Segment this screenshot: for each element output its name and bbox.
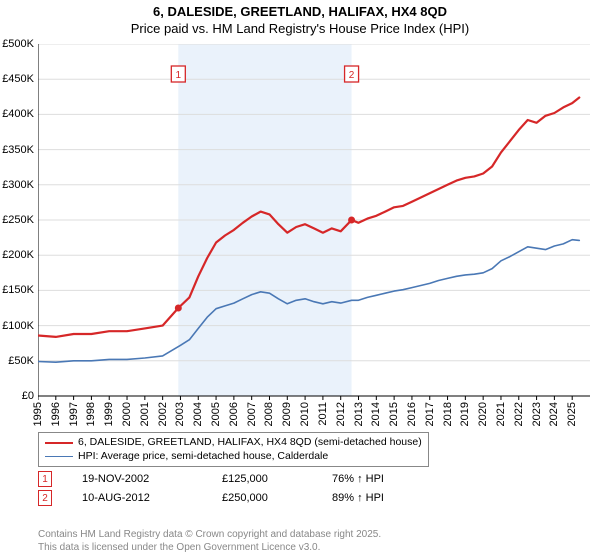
y-tick-label: £150K (2, 284, 34, 296)
x-tick-label: 1999 (103, 402, 115, 426)
marker-badge: 2 (38, 490, 52, 506)
x-tick-label: 1998 (85, 402, 97, 426)
x-tick-label: 1996 (50, 402, 62, 426)
x-tick-label: 2025 (566, 402, 578, 426)
credit-line1: Contains HM Land Registry data © Crown c… (38, 529, 381, 542)
x-tick-label: 2015 (388, 402, 400, 426)
marker-dot-2 (348, 217, 355, 224)
x-tick-label: 1997 (68, 402, 80, 426)
y-tick-label: £450K (2, 73, 34, 85)
y-tick-label: £350K (2, 144, 34, 156)
x-tick-label: 2001 (139, 402, 151, 426)
legend-label: HPI: Average price, semi-detached house,… (78, 450, 328, 464)
marker-badge: 1 (38, 471, 52, 487)
x-tick-label: 2018 (442, 402, 454, 426)
x-tick-label: 1995 (32, 402, 44, 426)
marker-pct: 76% ↑ HPI (332, 470, 384, 489)
x-tick-label: 2012 (335, 402, 347, 426)
y-tick-label: £50K (8, 355, 34, 367)
x-tick-label: 2024 (548, 402, 560, 426)
x-tick-label: 2013 (353, 402, 365, 426)
x-tick-label: 2023 (531, 402, 543, 426)
x-tick-label: 2009 (281, 402, 293, 426)
title-address: 6, DALESIDE, GREETLAND, HALIFAX, HX4 8QD (0, 4, 600, 19)
y-tick-label: £400K (2, 108, 34, 120)
legend-row: 6, DALESIDE, GREETLAND, HALIFAX, HX4 8QD… (45, 436, 422, 450)
marker-pct: 89% ↑ HPI (332, 489, 384, 508)
x-tick-label: 2000 (121, 402, 133, 426)
marker-dot-1 (175, 305, 182, 312)
x-tick-label: 2020 (477, 402, 489, 426)
y-tick-label: £0 (22, 390, 34, 402)
marker-date: 10-AUG-2012 (82, 489, 222, 508)
marker-date: 19-NOV-2002 (82, 470, 222, 489)
legend-swatch (45, 456, 73, 457)
y-tick-label: £300K (2, 179, 34, 191)
marker-box-label-1: 1 (176, 70, 182, 81)
x-tick-label: 2007 (246, 402, 258, 426)
x-tick-label: 2017 (424, 402, 436, 426)
legend-swatch (45, 442, 73, 444)
x-tick-label: 2006 (228, 402, 240, 426)
y-tick-label: £200K (2, 249, 34, 261)
x-tick-label: 2004 (192, 402, 204, 426)
x-tick-label: 2008 (263, 402, 275, 426)
marker-table: 1 19-NOV-2002£125,00076% ↑ HPI 2 10-AUG-201… (38, 470, 384, 507)
y-tick-label: £500K (2, 38, 34, 50)
legend-row: HPI: Average price, semi-detached house,… (45, 450, 422, 464)
x-tick-label: 2014 (370, 402, 382, 426)
chart-area: 12 (38, 44, 590, 426)
x-tick-label: 2011 (317, 402, 329, 426)
x-tick-label: 2021 (495, 402, 507, 426)
legend: 6, DALESIDE, GREETLAND, HALIFAX, HX4 8QD… (38, 432, 429, 467)
y-tick-label: £250K (2, 214, 34, 226)
x-tick-label: 2016 (406, 402, 418, 426)
x-tick-label: 2010 (299, 402, 311, 426)
title-subtitle: Price paid vs. HM Land Registry's House … (0, 21, 600, 36)
legend-label: 6, DALESIDE, GREETLAND, HALIFAX, HX4 8QD… (78, 436, 422, 450)
x-tick-label: 2005 (210, 402, 222, 426)
marker-table-row: 1 19-NOV-2002£125,00076% ↑ HPI (38, 470, 384, 489)
chart-svg: 12 (38, 44, 590, 426)
x-tick-label: 2002 (157, 402, 169, 426)
marker-price: £125,000 (222, 470, 332, 489)
x-tick-label: 2003 (174, 402, 186, 426)
credit-line2: This data is licensed under the Open Gov… (38, 542, 381, 555)
title-block: 6, DALESIDE, GREETLAND, HALIFAX, HX4 8QD… (0, 0, 600, 36)
marker-table-row: 2 10-AUG-2012£250,00089% ↑ HPI (38, 489, 384, 508)
y-tick-label: £100K (2, 320, 34, 332)
marker-price: £250,000 (222, 489, 332, 508)
x-tick-label: 2019 (459, 402, 471, 426)
marker-box-label-2: 2 (349, 70, 355, 81)
credit-text: Contains HM Land Registry data © Crown c… (38, 529, 381, 554)
chart-container: 6, DALESIDE, GREETLAND, HALIFAX, HX4 8QD… (0, 0, 600, 560)
x-tick-label: 2022 (513, 402, 525, 426)
